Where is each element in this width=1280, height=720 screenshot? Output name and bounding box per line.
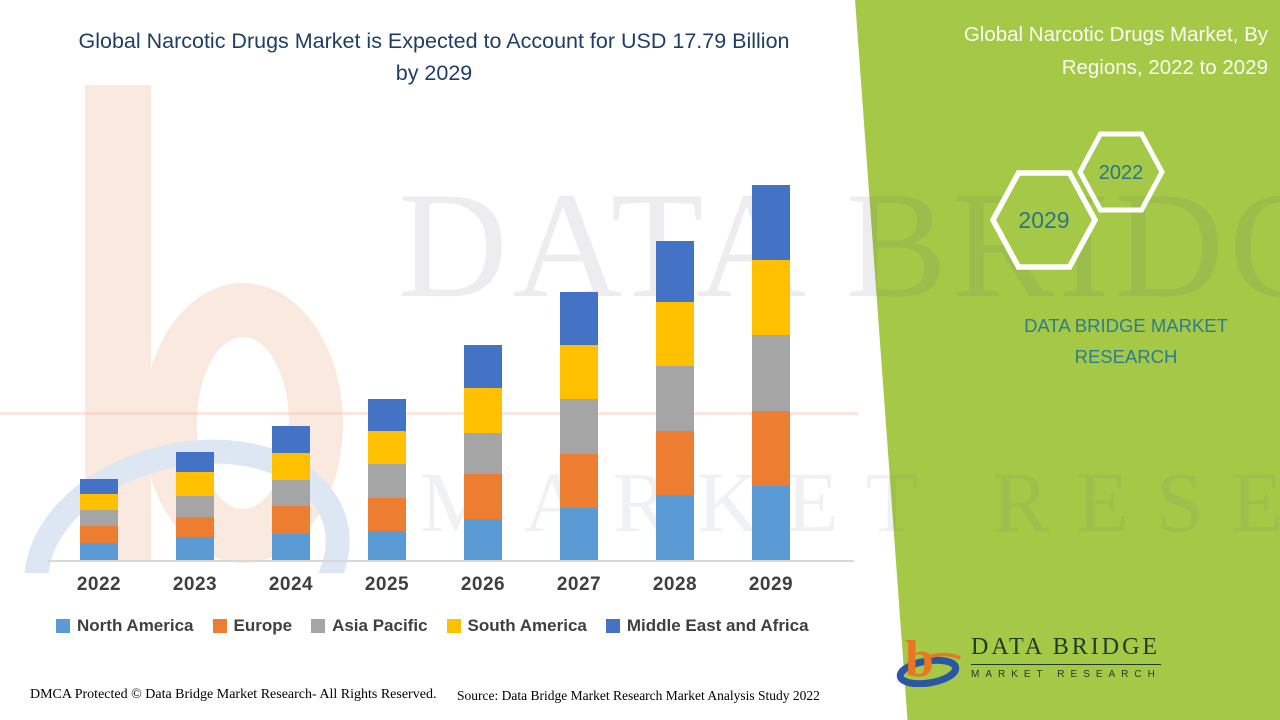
watermark-text-primary: DATA BRIDGE	[398, 161, 1280, 329]
logo-name: DATA BRIDGE	[971, 634, 1161, 665]
legend-item-middle-east-and-africa: Middle East and Africa	[605, 616, 809, 636]
bar-segment-2027-middle-east-and-africa	[560, 291, 598, 345]
legend-swatch-icon	[56, 619, 70, 633]
bar-segment-2028-south-america	[656, 302, 694, 366]
x-axis-label-2022: 2022	[76, 574, 122, 595]
dmca-notice: DMCA Protected © Data Bridge Market Rese…	[30, 687, 437, 702]
bar-segment-2025-europe	[368, 497, 406, 531]
bar-segment-2027-asia-pacific	[560, 399, 598, 455]
panel-title: Global Narcotic Drugs Market, By Regions…	[963, 23, 1268, 79]
x-axis-label-2026: 2026	[460, 574, 506, 595]
bar-segment-2026-south-america	[464, 388, 502, 434]
bar-segment-2023-south-america	[176, 471, 214, 496]
x-axis-label-2028: 2028	[652, 574, 698, 595]
legend-item-europe: Europe	[212, 616, 293, 636]
bar-segment-2024-asia-pacific	[272, 480, 310, 507]
hexagon-2022-label: 2022	[1099, 162, 1144, 184]
hexagon-2022-outline	[1077, 131, 1165, 213]
bar-segment-2025-middle-east-and-africa	[368, 398, 406, 431]
bar-segment-2023-middle-east-and-africa	[176, 451, 214, 472]
x-axis-label-2027: 2027	[556, 574, 602, 595]
bar-segment-2023-europe	[176, 516, 214, 538]
bar-segment-2027-south-america	[560, 344, 598, 400]
bar-segment-2022-south-america	[80, 494, 118, 511]
bar-segment-2026-europe	[464, 474, 502, 519]
legend-swatch-icon	[212, 619, 227, 633]
bar-segment-2028-north-america	[656, 495, 694, 560]
x-axis-label-2029: 2029	[748, 574, 794, 595]
legend-swatch-icon	[446, 619, 461, 633]
bar-segment-2022-middle-east-and-africa	[80, 479, 118, 494]
bar-segment-2029-europe	[752, 410, 790, 486]
bar-segment-2025-asia-pacific	[368, 463, 406, 498]
bar-segment-2022-europe	[80, 526, 118, 544]
source-note: Source: Data Bridge Market Research Mark…	[457, 688, 820, 703]
bar-segment-2024-middle-east-and-africa	[272, 425, 310, 453]
x-axis-line	[48, 560, 854, 562]
legend-label: North America	[77, 616, 194, 635]
bar-segment-2028-middle-east-and-africa	[656, 240, 694, 303]
legend-swatch-icon	[605, 619, 620, 633]
bar-segment-2025-south-america	[368, 430, 406, 464]
bar-segment-2022-north-america	[80, 543, 118, 560]
watermark-pink-line	[0, 412, 858, 415]
x-axis-label-2024: 2024	[268, 574, 314, 595]
bar-segment-2029-asia-pacific	[752, 335, 790, 411]
logo-subtitle: MARKET RESEARCH	[971, 669, 1161, 680]
logo-text: DATA BRIDGE MARKET RESEARCH	[971, 634, 1161, 680]
bar-segment-2027-north-america	[560, 508, 598, 560]
chart-title: Global Narcotic Drugs Market is Expected…	[78, 29, 790, 85]
year-hexagons: 2022 2029	[989, 131, 1165, 270]
bar-segment-2028-europe	[656, 431, 694, 496]
bar-segment-2024-south-america	[272, 452, 310, 481]
bar-segment-2022-asia-pacific	[80, 510, 118, 527]
legend-label: Asia Pacific	[332, 616, 428, 635]
chart-legend: North America Europe Asia Pacific South Ame…	[56, 616, 809, 636]
brand-caption: DATA BRIDGE MARKET RESEARCH	[1024, 315, 1228, 367]
bar-segment-2023-north-america	[176, 537, 214, 560]
data-bridge-logo-icon: b	[896, 631, 961, 687]
x-axis-label-2025: 2025	[364, 574, 410, 595]
legend-label: Middle East and Africa	[626, 616, 809, 635]
legend-item-south-america: South America	[446, 616, 587, 636]
bar-segment-2029-middle-east-and-africa	[752, 184, 790, 260]
logo-orange-swoosh	[925, 652, 961, 660]
bar-segment-2026-asia-pacific	[464, 433, 502, 475]
bar-segment-2028-asia-pacific	[656, 365, 694, 432]
hexagon-2029-outline	[989, 170, 1099, 270]
legend-label: Europe	[233, 616, 293, 635]
bar-segment-2029-south-america	[752, 259, 790, 336]
bar-segment-2025-north-america	[368, 530, 406, 560]
bar-segment-2029-north-america	[752, 485, 790, 560]
bar-segment-2027-europe	[560, 454, 598, 509]
x-axis-label-2023: 2023	[172, 574, 218, 595]
legend-label: South America	[467, 616, 587, 635]
bar-segment-2024-europe	[272, 506, 310, 535]
legend-item-north-america: North America	[56, 616, 194, 636]
bar-segment-2026-middle-east-and-africa	[464, 345, 502, 389]
logo-blue-swoosh	[896, 656, 960, 687]
logo-b-glyph: b	[905, 631, 934, 687]
hexagon-2029-label: 2029	[1018, 207, 1069, 233]
bar-segment-2024-north-america	[272, 534, 310, 560]
bar-segment-2023-asia-pacific	[176, 495, 214, 517]
legend-swatch-icon	[311, 619, 326, 633]
bar-segment-2026-north-america	[464, 518, 502, 560]
data-bridge-logo: b DATA BRIDGE MARKET RESEARCH	[893, 627, 1161, 687]
legend-item-asia-pacific: Asia Pacific	[311, 616, 428, 636]
